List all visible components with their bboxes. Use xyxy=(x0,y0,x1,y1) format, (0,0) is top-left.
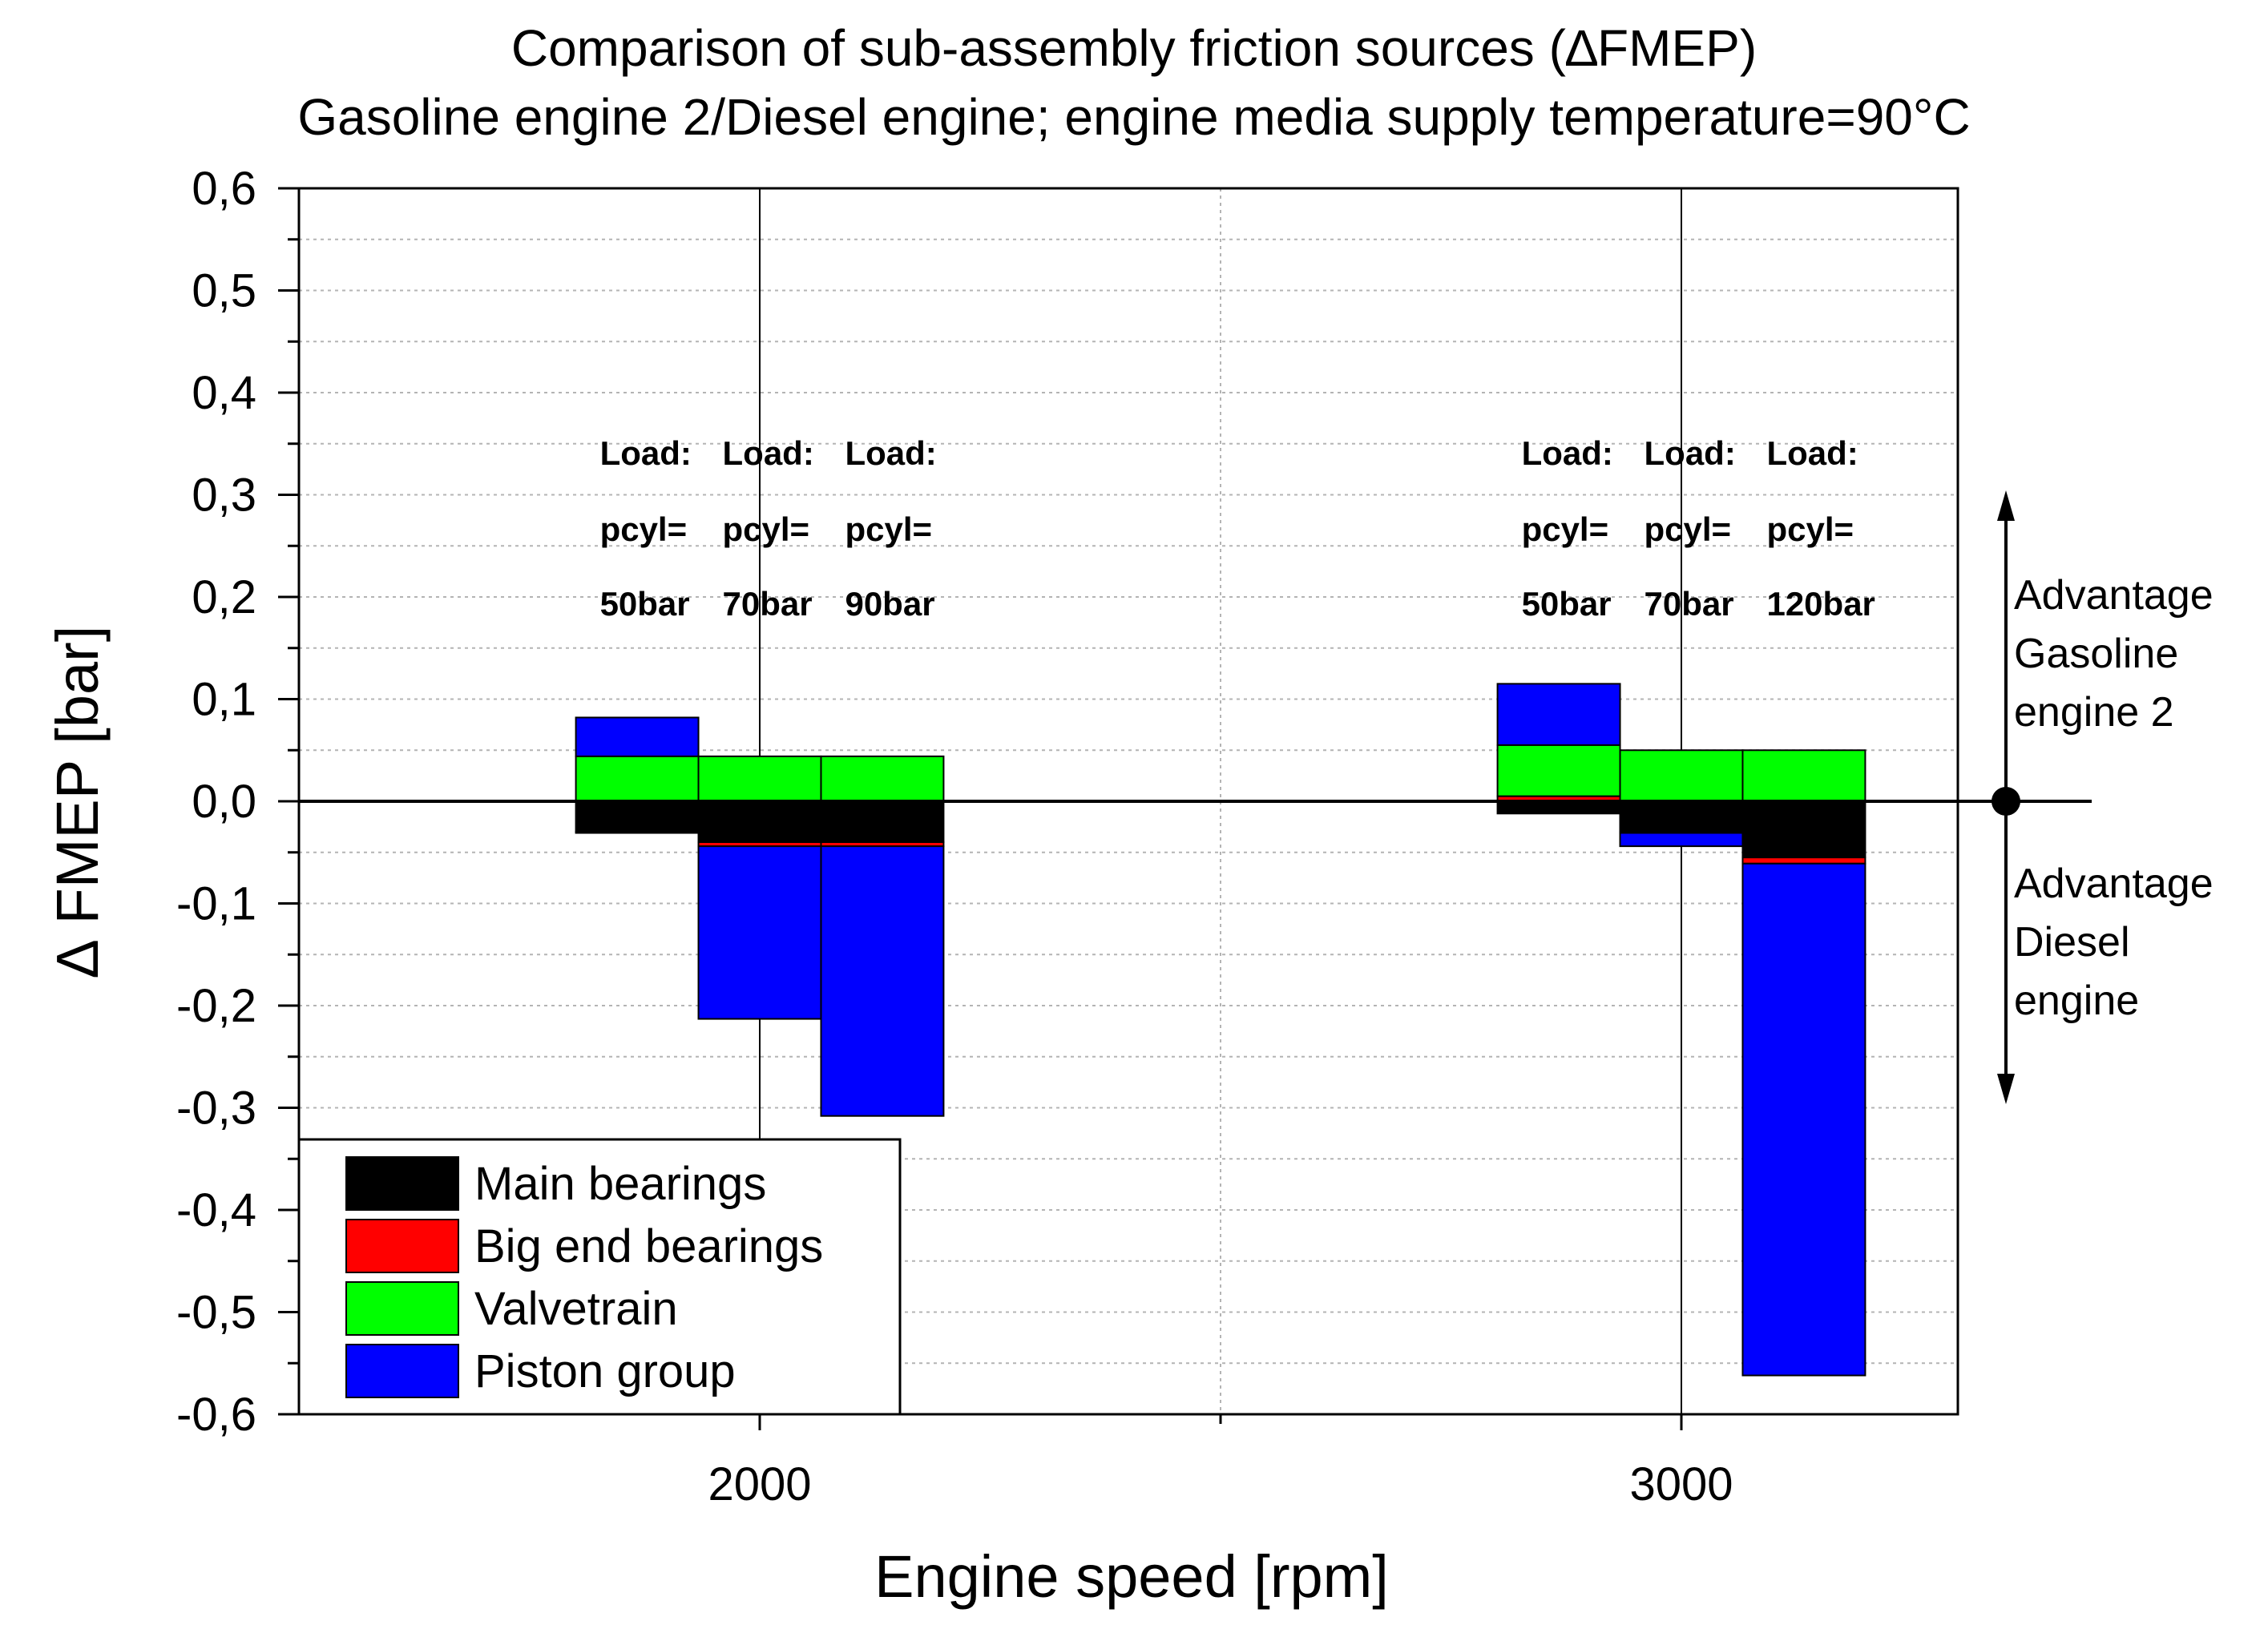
legend-swatch-valvetrain xyxy=(345,1281,459,1336)
advantage-diesel-text: engine xyxy=(2014,978,2139,1024)
legend-label: Big end bearings xyxy=(474,1220,823,1272)
bar-segment-valvetrain xyxy=(1741,749,1866,802)
y-tick-label: 0,6 xyxy=(192,163,256,215)
y-tick-label: -0,1 xyxy=(176,878,256,930)
load-label: pcyl= xyxy=(1645,510,1732,548)
bar-segment-piston-group xyxy=(1741,862,1866,1377)
bar-segment-main-bearings xyxy=(1496,800,1621,815)
bar-segment-piston-group xyxy=(1619,832,1744,848)
advantage-gasoline-text: Advantage xyxy=(2014,572,2214,619)
bar-segment-big-end-bearings xyxy=(575,831,700,834)
load-label: 120bar xyxy=(1766,585,1875,623)
x-axis-label: Engine speed [rpm] xyxy=(874,1543,1389,1610)
zero-marker-dot xyxy=(1992,787,2020,816)
load-label: Load: xyxy=(723,434,814,472)
legend: Main bearings Big end bearings Valvetrain P… xyxy=(297,1138,902,1416)
y-tick-label: 0,0 xyxy=(192,776,256,828)
y-tick-label: -0,6 xyxy=(176,1389,256,1441)
load-label: 50bar xyxy=(600,585,690,623)
load-label: 70bar xyxy=(723,585,813,623)
legend-swatch-main-bearings xyxy=(345,1156,459,1211)
arrow-down-icon xyxy=(1997,1074,2015,1104)
bar-segment-main-bearings xyxy=(575,800,700,833)
y-tick-label: -0,2 xyxy=(176,980,256,1032)
bar-segment-valvetrain xyxy=(575,755,700,803)
y-tick-label: 0,2 xyxy=(192,571,256,623)
x-tick-label: 2000 xyxy=(708,1458,811,1510)
bar-segment-valvetrain xyxy=(1496,744,1621,797)
y-tick-label: -0,4 xyxy=(176,1184,256,1236)
load-label: Load: xyxy=(1645,434,1736,472)
load-label: pcyl= xyxy=(845,510,932,548)
load-label: Load: xyxy=(600,434,692,472)
load-label: 70bar xyxy=(1645,585,1734,623)
advantage-indicator: Advantage Gasoline engine 2 Advantage Diesel… xyxy=(1992,490,2214,1104)
legend-swatch-big-end-bearings xyxy=(345,1219,459,1273)
bar-segment-big-end-bearings xyxy=(1741,857,1866,865)
bar-segment-valvetrain xyxy=(820,755,945,803)
bar-segment-piston-group xyxy=(697,845,822,1020)
bar-segment-main-bearings xyxy=(697,800,822,843)
arrow-up-icon xyxy=(1997,490,2015,521)
y-tick-label: 0,3 xyxy=(192,470,256,522)
load-label: pcyl= xyxy=(723,510,810,548)
bar-segment-main-bearings xyxy=(1741,800,1866,859)
load-label: Load: xyxy=(1522,434,1613,472)
bar-segment-valvetrain xyxy=(1619,749,1744,802)
load-label: 90bar xyxy=(845,585,934,623)
x-tick-label: 3000 xyxy=(1629,1458,1733,1510)
load-label: pcyl= xyxy=(1522,510,1609,548)
bar-segment-piston-group xyxy=(820,845,945,1117)
load-label: Load: xyxy=(1766,434,1858,472)
bar-segment-piston-group xyxy=(575,716,700,757)
x-ticks: 2000 3000 xyxy=(708,1414,1733,1510)
legend-swatch-piston-group xyxy=(345,1344,459,1398)
y-tick-label: 0,1 xyxy=(192,674,256,726)
bar-segment-piston-group xyxy=(1496,683,1621,746)
load-annotations: Load: pcyl= 50bar Load: pcyl= 70bar Load: pcyl=… xyxy=(600,434,1875,623)
y-tick-label: -0,3 xyxy=(176,1083,256,1135)
advantage-gasoline-text: Gasoline xyxy=(2014,631,2178,677)
y-axis-label: ∆ FMEP [bar] xyxy=(44,626,111,978)
legend-label: Main bearings xyxy=(474,1158,766,1210)
bars xyxy=(575,683,1866,1377)
load-label: pcyl= xyxy=(1766,510,1854,548)
load-label: pcyl= xyxy=(600,510,688,548)
y-ticks: -0,6 -0,5 -0,4 -0,3 -0,2 -0,1 0,0 0,1 0,2 0,3 0,4 0… xyxy=(176,163,299,1441)
legend-label: Valvetrain xyxy=(474,1283,678,1335)
y-tick-label: 0,5 xyxy=(192,265,256,317)
bar-segment-main-bearings xyxy=(1619,800,1744,833)
chart-subtitle: Gasoline engine 2/Diesel engine; engine … xyxy=(297,88,1970,146)
load-label: Load: xyxy=(845,434,936,472)
chart-title: Comparison of sub-assembly friction sour… xyxy=(511,19,1757,77)
advantage-diesel-text: Advantage xyxy=(2014,861,2214,907)
advantage-gasoline-text: engine 2 xyxy=(2014,689,2174,736)
legend-label: Piston group xyxy=(474,1345,736,1397)
bar-segment-valvetrain xyxy=(697,755,822,803)
load-label: 50bar xyxy=(1522,585,1612,623)
bar-segment-main-bearings xyxy=(820,800,945,843)
y-tick-label: -0,5 xyxy=(176,1287,256,1339)
advantage-diesel-text: Diesel xyxy=(2014,919,2130,966)
y-tick-label: 0,4 xyxy=(192,367,256,419)
